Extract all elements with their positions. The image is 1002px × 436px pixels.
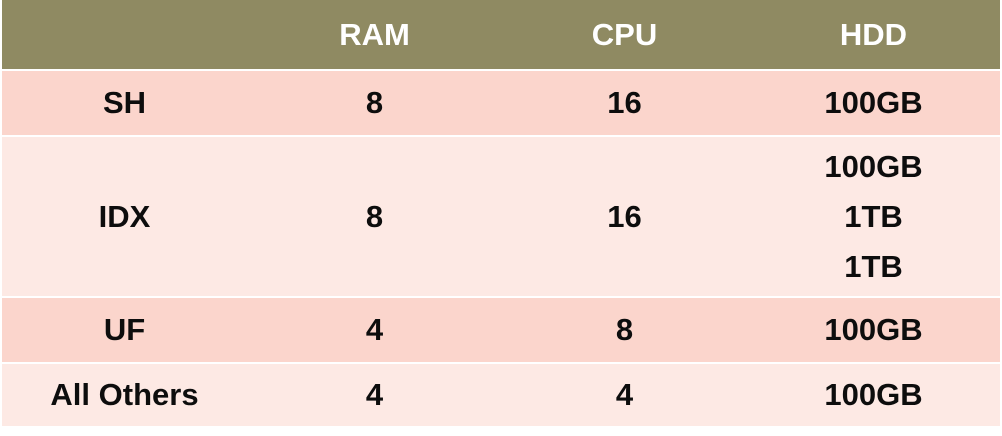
ram-cell: 4: [247, 363, 502, 428]
header-cell-ram: RAM: [247, 0, 502, 71]
table-row-idx: IDX 8 16 100GB 1TB 1TB: [2, 136, 1000, 298]
hdd-value: 100GB: [824, 377, 923, 412]
table-body: SH 8 16 100GB IDX 8 16 100GB 1TB 1TB UF …: [2, 70, 1000, 428]
header-cell-hdd: HDD: [747, 0, 1000, 71]
hdd-cell: 100GB: [747, 363, 1000, 428]
cpu-cell: 4: [502, 363, 747, 428]
hdd-value: 100GB: [824, 312, 923, 347]
row-name-cell: IDX: [2, 136, 247, 298]
table-row-uf: UF 4 8 100GB: [2, 297, 1000, 364]
hdd-cell: 100GB: [747, 297, 1000, 364]
header-row: RAM CPU HDD: [2, 0, 1000, 71]
header-cell-cpu: CPU: [502, 0, 747, 71]
ram-cell: 8: [247, 70, 502, 137]
row-name-cell: All Others: [2, 363, 247, 428]
hdd-value: 100GB: [824, 148, 923, 184]
row-name-cell: UF: [2, 297, 247, 364]
row-name-cell: SH: [2, 70, 247, 137]
hdd-cell: 100GB 1TB 1TB: [747, 136, 1000, 298]
table-row-all-others: All Others 4 4 100GB: [2, 363, 1000, 428]
hdd-value: 1TB: [844, 198, 903, 234]
header-cell-empty: [2, 0, 247, 71]
hdd-value: 1TB: [844, 248, 903, 284]
table-header: RAM CPU HDD: [2, 0, 1000, 71]
cpu-cell: 16: [502, 70, 747, 137]
ram-cell: 4: [247, 297, 502, 364]
cpu-cell: 16: [502, 136, 747, 298]
hardware-spec-table: RAM CPU HDD SH 8 16 100GB IDX 8 16 100GB…: [2, 0, 1000, 428]
ram-cell: 8: [247, 136, 502, 298]
cpu-cell: 8: [502, 297, 747, 364]
hdd-value: 100GB: [824, 85, 923, 120]
table-row-sh: SH 8 16 100GB: [2, 70, 1000, 137]
hdd-cell: 100GB: [747, 70, 1000, 137]
